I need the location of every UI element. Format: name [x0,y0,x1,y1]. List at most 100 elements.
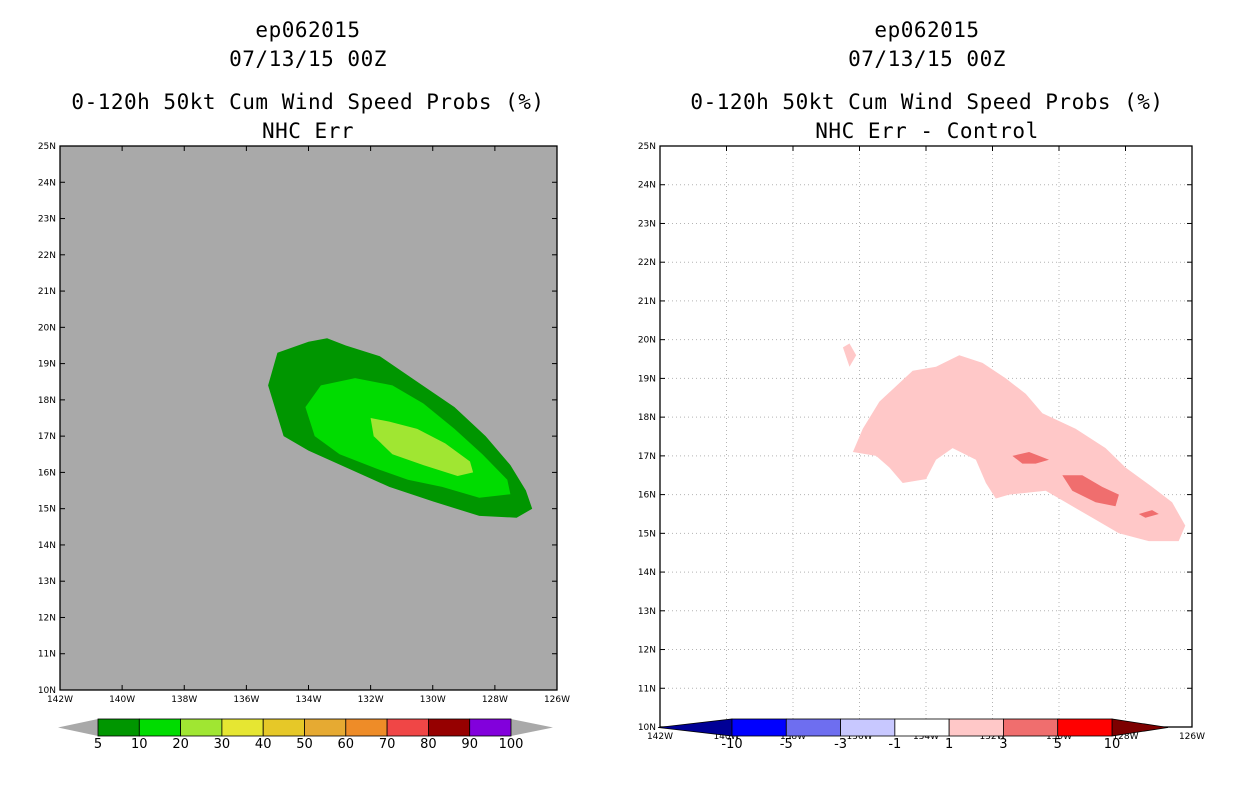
left-title-line-1: ep062015 [255,18,361,42]
right-colorbar-label: 5 [1054,737,1062,752]
left-y-tick-label: 25N [38,142,56,152]
left-contour-region-2 [370,418,474,476]
left-colorbar-swatch [262,718,305,737]
right-y-tick-label: 21N [638,297,656,307]
right-y-tick-label: 23N [638,219,656,229]
left-x-tick-label: 134W [295,695,321,705]
left-colorbar-label: 90 [461,737,478,752]
left-x-tick-label: 138W [171,695,197,705]
right-colorbar-label: 3 [999,737,1007,752]
right-colorbar-swatch [894,718,950,737]
left-colorbar-label: 80 [420,737,437,752]
right-y-tick-label: 20N [638,336,656,346]
left-y-tick-label: 12N [38,613,56,623]
right-panel: 142W 140W 138W 136W 134W 132W 130W 128W 126W 10N 1… [638,142,1205,752]
left-colorbar-swatch [427,718,471,737]
right-title-line-2: 07/13/15 00Z [848,47,1006,71]
left-colorbar-swatch [469,718,512,737]
left-colorbar-swatch [221,718,264,737]
right-colorbar-label: -5 [780,737,793,752]
left-colorbar-label: 10 [131,737,148,752]
left-colorbar-label: 40 [255,737,272,752]
right-x-tick-label: 142W [647,732,673,742]
right-contour-region-1 [842,343,857,367]
right-x-tick-label: 140W [713,732,739,742]
right-contour-region-3 [1062,475,1119,507]
right-x-tick-label: 128W [1112,732,1138,742]
left-y-tick-label: 18N [38,396,56,406]
right-y-tick-label: 19N [638,374,656,384]
right-y-tick-label: 17N [638,452,656,462]
left-x-tick-label: 140W [109,695,135,705]
right-y-tick-label: 24N [638,181,656,191]
left-y-tick-label: 14N [38,541,56,551]
right-colorbar-label: 1 [945,737,953,752]
right-colorbar-label: -10 [721,737,742,752]
right-title: ep062015 07/13/15 00Z 0-120h 50kt Cum Wi… [677,16,1177,146]
left-y-tick-label: 21N [38,287,56,297]
left-y-tick-label: 16N [38,468,56,478]
left-colorbar-swatch [304,718,347,737]
left-colorbar-swatch [138,718,182,737]
left-colorbar-label: 70 [379,737,396,752]
left-colorbar-high-arrow [511,719,553,736]
right-y-tick-label: 18N [638,413,656,423]
right-x-tick-label: 138W [780,732,806,742]
left-y-tick-label: 22N [38,251,56,261]
left-y-tick-label: 17N [38,432,56,442]
right-y-tick-label: 13N [638,607,656,617]
right-y-tick-label: 15N [638,529,656,539]
left-x-tick-label: 128W [482,695,508,705]
right-title-line-1: ep062015 [874,18,980,42]
left-title-line-2: 07/13/15 00Z [229,47,387,71]
left-y-tick-label: 20N [38,323,56,333]
right-contour-region-4 [1138,510,1159,518]
left-colorbar-label: 20 [172,737,189,752]
left-title-line-3: 0-120h 50kt Cum Wind Speed Probs (%) [71,90,545,114]
left-y-tick-label: 13N [38,577,56,587]
left-colorbar-label: 60 [338,737,355,752]
left-colorbar-label: 5 [94,737,102,752]
right-colorbar-swatch [785,718,841,737]
left-y-tick-label: 23N [38,215,56,225]
right-y-tick-label: 10N [638,723,656,733]
left-title: ep062015 07/13/15 00Z 0-120h 50kt Cum Wi… [58,16,558,146]
left-colorbar-low-arrow [58,719,98,736]
right-colorbar-swatch [1003,718,1059,737]
right-contour-region-2 [1012,452,1049,464]
right-y-tick-label: 16N [638,491,656,501]
left-colorbar-label: 30 [214,737,231,752]
right-x-tick-label: 134W [913,732,939,742]
left-colorbar-swatch [97,718,140,737]
left-x-tick-label: 126W [544,695,570,705]
left-panel: 142W 140W 138W 136W 134W 132W 130W 128W 126W 10N 1… [38,142,570,752]
right-colorbar-swatch [840,718,896,737]
left-y-tick-label: 10N [38,686,56,696]
left-x-tick-label: 136W [233,695,259,705]
left-colorbar-swatch [386,718,429,737]
right-colorbar-swatch [1057,718,1113,737]
right-x-tick-label: 126W [1179,732,1205,742]
left-x-tick-label: 132W [358,695,384,705]
left-x-tick-label: 130W [420,695,446,705]
left-y-tick-label: 11N [38,650,56,660]
right-colorbar-label: 10 [1104,737,1121,752]
left-y-tick-label: 19N [38,360,56,370]
left-colorbar-label: 50 [296,737,313,752]
right-title-line-3: 0-120h 50kt Cum Wind Speed Probs (%) [690,90,1164,114]
right-colorbar-label: -3 [834,737,847,752]
right-colorbar-swatch [948,718,1004,737]
left-colorbar-swatch [180,718,223,737]
left-y-tick-label: 15N [38,505,56,515]
right-colorbar-swatch [731,718,787,737]
right-x-tick-label: 132W [979,732,1005,742]
left-x-tick-label: 142W [47,695,73,705]
right-y-tick-label: 11N [638,684,656,694]
right-y-tick-label: 12N [638,646,656,656]
right-colorbar-label: -1 [888,737,901,752]
right-y-tick-label: 14N [638,568,656,578]
left-colorbar-swatch [345,718,388,737]
left-colorbar-label: 100 [499,737,524,752]
right-x-tick-label: 130W [1046,732,1072,742]
